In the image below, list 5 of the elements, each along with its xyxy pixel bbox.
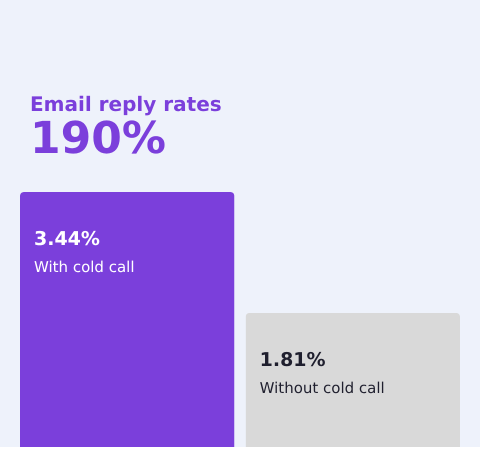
chart-title: Email reply rates [30, 92, 222, 116]
data-label: 3.44% [34, 228, 100, 250]
x-tick-label: With cold call [34, 258, 134, 276]
data-label: 1.81% [260, 348, 326, 371]
x-tick-label: Without cold call [260, 378, 385, 397]
